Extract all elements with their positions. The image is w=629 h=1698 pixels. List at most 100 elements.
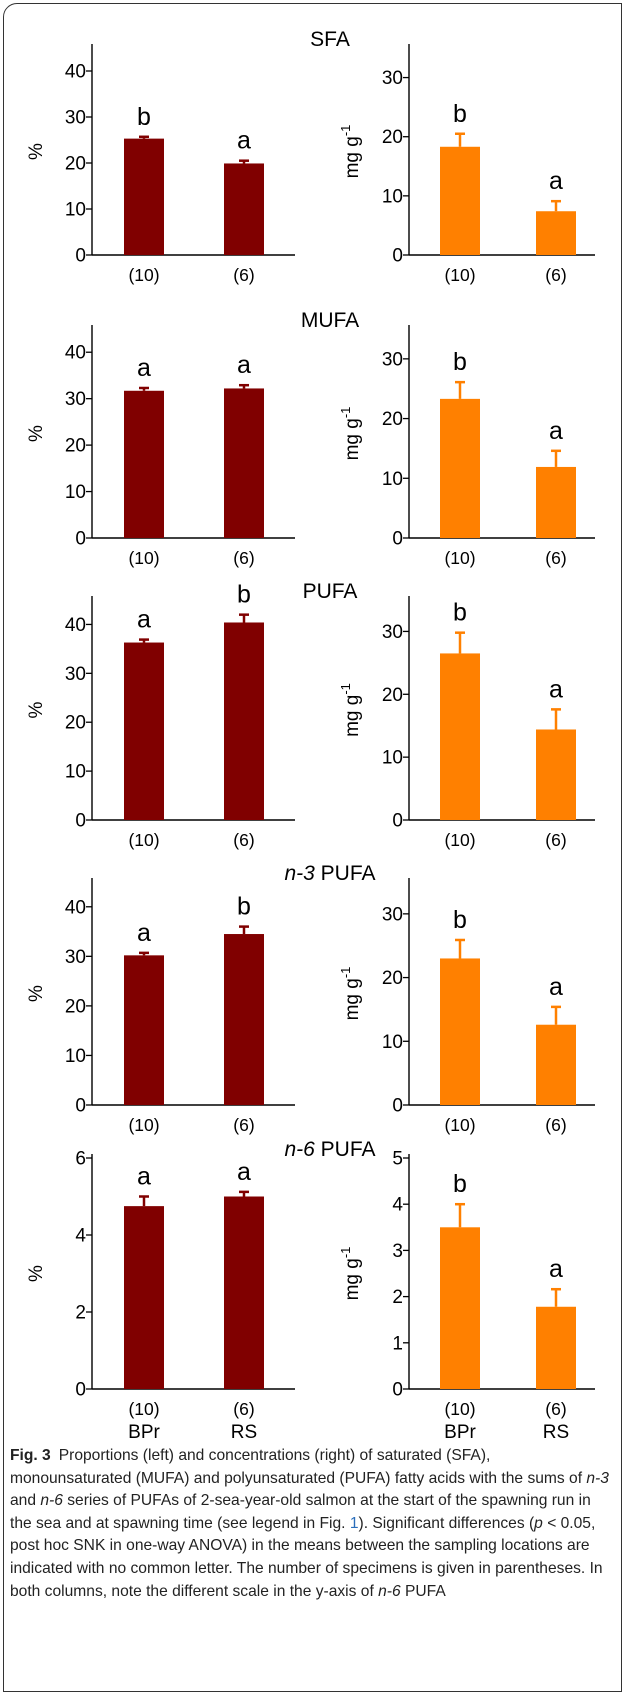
bar bbox=[124, 642, 164, 820]
y-axis-label: mg g-1 bbox=[338, 967, 363, 1021]
x-category-label: (10) bbox=[128, 548, 159, 568]
x-category-label: (6) bbox=[233, 1115, 254, 1135]
chart-panel-n-6-pufa-concentration bbox=[403, 1154, 595, 1390]
panel-title-italic: n-6 bbox=[284, 1138, 315, 1161]
y-tick-label: 0 bbox=[392, 1380, 403, 1401]
bar bbox=[124, 1206, 164, 1389]
y-tick-label: 10 bbox=[382, 1032, 403, 1053]
panel-title-rest: PUFA bbox=[315, 862, 376, 885]
x-category-label: (6) bbox=[233, 265, 254, 285]
bar bbox=[536, 466, 576, 538]
bar bbox=[440, 398, 480, 538]
bar bbox=[536, 1024, 576, 1105]
chart-panel-n-3-pufa-concentration bbox=[403, 878, 595, 1106]
y-tick-label: 2 bbox=[75, 1303, 86, 1324]
y-tick-label: 3 bbox=[392, 1241, 403, 1262]
y-tick-label: 20 bbox=[65, 436, 86, 457]
figure-label: Fig. 3 bbox=[10, 1447, 51, 1464]
y-axis-label-superscript: -1 bbox=[338, 125, 353, 137]
x-group-label: RS bbox=[543, 1422, 569, 1440]
y-tick-label: 40 bbox=[65, 62, 86, 83]
y-tick-label: 10 bbox=[65, 482, 86, 503]
bar bbox=[224, 388, 264, 538]
y-tick-label: 10 bbox=[382, 748, 403, 769]
y-axis-label: % bbox=[26, 425, 47, 442]
significance-letter: b bbox=[453, 100, 467, 128]
x-category-label: (6) bbox=[545, 548, 566, 568]
significance-letter: a bbox=[137, 919, 151, 947]
figure-caption: Fig. 3 Proportions (left) and concentrati… bbox=[10, 1445, 615, 1603]
y-tick-label: 6 bbox=[75, 1149, 86, 1170]
caption-text: < 0.05, post hoc SNK in one-way ANOVA) i… bbox=[10, 1514, 603, 1600]
y-axis-label-superscript: -1 bbox=[338, 967, 353, 979]
significance-letter: b bbox=[237, 893, 251, 921]
x-category-label: (10) bbox=[444, 548, 475, 568]
y-tick-label: 30 bbox=[382, 68, 403, 89]
caption-italic: n-3 bbox=[586, 1469, 609, 1487]
y-tick-label: 20 bbox=[382, 968, 403, 989]
y-tick-label: 30 bbox=[65, 108, 86, 129]
y-tick-label: 10 bbox=[65, 200, 86, 221]
y-tick-label: 20 bbox=[382, 409, 403, 430]
bar bbox=[440, 653, 480, 820]
x-group-label: BPr bbox=[444, 1422, 476, 1440]
y-tick-label: 20 bbox=[65, 154, 86, 175]
x-category-label: (10) bbox=[444, 1399, 475, 1419]
chart-panel-pufa-concentration bbox=[403, 596, 595, 821]
figure-panels: 010203040b(10)a(6)%SFA0102030b(10)a(6)mg… bbox=[26, 28, 595, 1440]
x-category-label: (6) bbox=[545, 265, 566, 285]
figure-frame bbox=[3, 3, 622, 1692]
y-tick-label: 40 bbox=[65, 897, 86, 918]
figure-reference-link[interactable]: 1 bbox=[349, 1514, 359, 1532]
chart-panel-sfa-percent bbox=[86, 44, 295, 256]
caption-text: Proportions (left) and concentrations (r… bbox=[10, 1447, 587, 1487]
chart-panel-mufa-concentration bbox=[403, 325, 595, 539]
y-tick-label: 5 bbox=[392, 1149, 403, 1170]
x-group-label: RS bbox=[231, 1422, 257, 1440]
panel-title: n-3 PUFA bbox=[284, 862, 375, 885]
y-tick-label: 0 bbox=[392, 811, 403, 832]
bar bbox=[536, 729, 576, 820]
caption-text: series of PUFAs of 2-sea-year-old salmon… bbox=[10, 1492, 591, 1532]
chart-panel-sfa-concentration bbox=[403, 44, 595, 256]
significance-letter: b bbox=[137, 103, 151, 131]
bar bbox=[224, 934, 264, 1105]
y-tick-label: 4 bbox=[392, 1195, 403, 1216]
significance-letter: b bbox=[237, 581, 251, 609]
bar bbox=[440, 146, 480, 255]
panel-title: PUFA bbox=[303, 580, 358, 603]
x-category-label: (6) bbox=[545, 1115, 566, 1135]
x-category-label: (10) bbox=[444, 265, 475, 285]
y-tick-label: 10 bbox=[382, 469, 403, 490]
bar bbox=[124, 390, 164, 538]
significance-letter: a bbox=[549, 675, 563, 703]
x-category-label: (6) bbox=[233, 830, 254, 850]
y-tick-label: 30 bbox=[382, 349, 403, 370]
significance-letter: a bbox=[137, 606, 151, 634]
x-category-label: (6) bbox=[233, 1399, 254, 1419]
y-axis-label: mg g-1 bbox=[338, 407, 363, 461]
y-tick-label: 0 bbox=[75, 246, 86, 267]
y-axis-label: mg g-1 bbox=[338, 683, 363, 737]
x-category-label: (6) bbox=[545, 1399, 566, 1419]
x-category-label: (10) bbox=[128, 830, 159, 850]
y-axis-label-superscript: -1 bbox=[338, 683, 353, 695]
panel-title-italic: n-3 bbox=[284, 862, 315, 885]
chart-panel-n-6-pufa-percent bbox=[86, 1154, 295, 1390]
y-tick-label: 20 bbox=[382, 127, 403, 148]
significance-letter: b bbox=[453, 906, 467, 934]
y-tick-label: 30 bbox=[65, 389, 86, 410]
y-axis-label-superscript: -1 bbox=[338, 1247, 353, 1259]
bar bbox=[536, 1306, 576, 1389]
chart-panel-mufa-percent bbox=[86, 325, 295, 539]
y-tick-label: 0 bbox=[392, 529, 403, 550]
y-axis-label: % bbox=[26, 143, 47, 160]
caption-italic: n-6 bbox=[378, 1582, 401, 1600]
bar bbox=[224, 622, 264, 820]
y-tick-label: 30 bbox=[382, 622, 403, 643]
y-tick-label: 0 bbox=[75, 1380, 86, 1401]
significance-letter: a bbox=[237, 127, 251, 155]
y-tick-label: 20 bbox=[382, 685, 403, 706]
y-tick-label: 0 bbox=[392, 1096, 403, 1117]
y-tick-label: 0 bbox=[392, 246, 403, 267]
